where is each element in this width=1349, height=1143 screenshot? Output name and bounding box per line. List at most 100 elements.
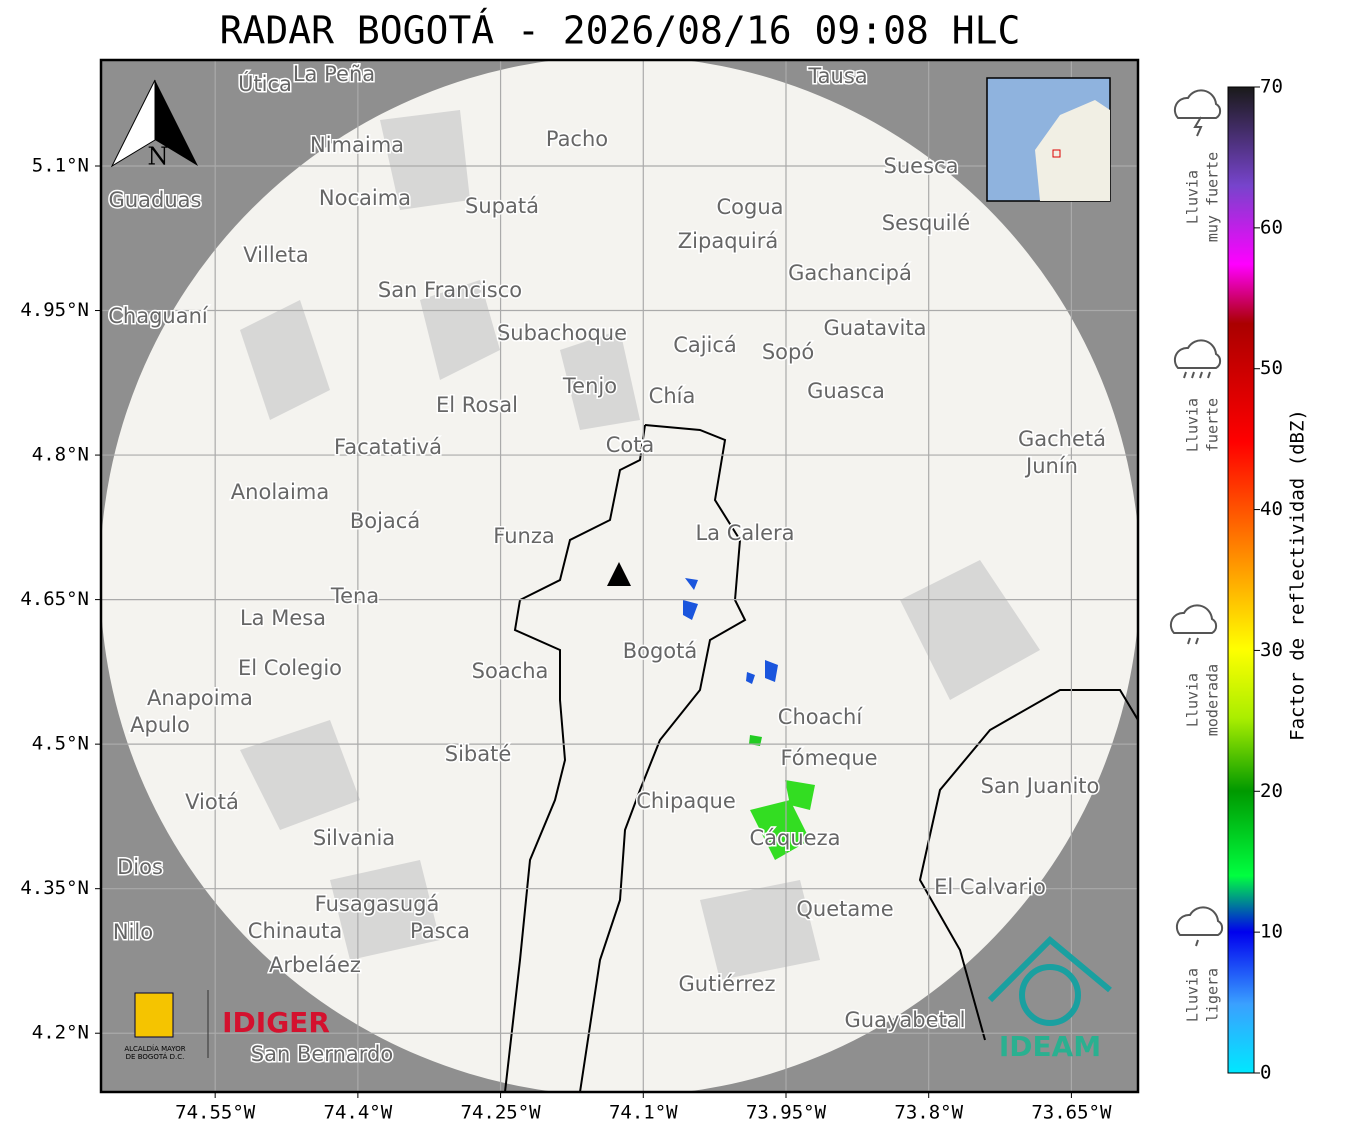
- place-label: Anapoima: [147, 686, 253, 710]
- colorbar-label: Factor de reflectividad (dBZ): [1287, 409, 1309, 741]
- ideam-roof: [987, 935, 1112, 1003]
- place-label: Chipaque: [636, 789, 736, 813]
- place-label: Viotá: [185, 790, 239, 814]
- place-label: Guaduas: [109, 188, 202, 212]
- alcaldia-text: ALCALDÍA MAYOR: [124, 1044, 185, 1053]
- place-label: Pasca: [410, 919, 470, 943]
- place-label: Quetame: [796, 897, 893, 921]
- place-label: San Francisco: [378, 278, 522, 302]
- grid: [101, 60, 1138, 1092]
- place-label: Guatavita: [824, 316, 927, 340]
- y-tick-label: 5.1°N: [32, 154, 89, 176]
- colorbar-ticks: 0 10 20 30 40 50 60 70: [1254, 76, 1283, 1084]
- place-label: Tena: [330, 584, 379, 608]
- place-label: Chinauta: [248, 919, 342, 943]
- y-tick-label: 4.5°N: [32, 733, 89, 755]
- place-label: Subachoque: [497, 321, 627, 345]
- place-label: Guasca: [807, 379, 885, 403]
- x-tick-label: 74.55°W: [175, 1102, 256, 1124]
- x-tick-label: 73.8°W: [894, 1102, 963, 1124]
- rain-category: moderada: [1204, 664, 1222, 736]
- y-tick-label: 4.65°N: [20, 588, 89, 610]
- echo: [750, 780, 815, 860]
- place-label: Choachí: [778, 705, 864, 729]
- place-label: Junín: [1024, 454, 1078, 478]
- place-label: Arbeláez: [269, 953, 361, 977]
- alcaldia-text: DE BOGOTÁ D.C.: [126, 1052, 185, 1061]
- place-label: Gachancipá: [788, 261, 912, 285]
- place-label: Nimaima: [310, 133, 404, 157]
- place-label: Gachetá: [1018, 427, 1106, 451]
- ideam-swirl: [1019, 964, 1081, 1026]
- alcaldia-shield: [134, 992, 174, 1038]
- y-tick-label: 4.8°N: [32, 444, 89, 466]
- rain-category: Lluvia: [1184, 968, 1202, 1022]
- y-tick-label: 4.35°N: [20, 877, 89, 899]
- place-label: Anolaima: [231, 480, 329, 504]
- rain-category: ligera: [1204, 968, 1222, 1022]
- place-label: Zipaquirá: [678, 229, 778, 253]
- place-label: Supatá: [465, 194, 539, 218]
- place-label: Sesquilé: [882, 211, 970, 235]
- colorbar-tick-label: 50: [1260, 357, 1283, 379]
- place-label: Cáqueza: [750, 826, 841, 850]
- place-label: Funza: [493, 524, 554, 548]
- radar-site: [607, 562, 631, 586]
- place-label: La Calera: [695, 521, 794, 545]
- place-label: Soacha: [472, 659, 549, 683]
- colorbar-tick-label: 40: [1260, 498, 1283, 520]
- place-label: Pacho: [546, 127, 608, 151]
- echo: [683, 578, 778, 684]
- colorbar-tick-label: 0: [1260, 1062, 1271, 1084]
- terrain: [240, 110, 1040, 980]
- place-label: La Mesa: [240, 606, 326, 630]
- title: RADAR BOGOTÁ - 2026/08/16 09:08 HLC: [220, 9, 1021, 53]
- colorbar-tick-label: 30: [1260, 639, 1283, 661]
- north-label: N: [148, 143, 169, 171]
- place-label: Cajicá: [673, 333, 737, 357]
- place-label: Nocaima: [319, 186, 411, 210]
- place-label: Apulo: [130, 713, 190, 737]
- place-label: Sopó: [762, 340, 814, 364]
- x-tick-label: 74.25°W: [461, 1102, 542, 1124]
- rain-category: Lluvia: [1184, 398, 1202, 452]
- echo: [749, 735, 762, 746]
- colorbar-tick-label: 10: [1260, 921, 1283, 943]
- colorbar-tick-label: 20: [1260, 780, 1283, 802]
- x-tick-label: 74.4°W: [324, 1102, 393, 1124]
- place-label: El Rosal: [436, 393, 518, 417]
- place-label: Nilo: [113, 920, 153, 944]
- boundaries: [504, 424, 1138, 1092]
- idiger-logo: IDIGER: [222, 1006, 330, 1039]
- place-label: El Calvario: [934, 875, 1046, 899]
- place-label: Villeta: [243, 243, 308, 267]
- colorbar: [1227, 86, 1255, 1074]
- place-label: Guayabetal: [845, 1008, 966, 1032]
- place-label: San Bernardo: [251, 1042, 393, 1066]
- x-tick-label: 74.1°W: [609, 1102, 678, 1124]
- place-label: Facatativá: [334, 435, 442, 459]
- place-label: Chía: [649, 384, 696, 408]
- place-label: Tenjo: [562, 374, 617, 398]
- rain-category: Lluvia: [1184, 673, 1202, 727]
- inset-land: [1035, 100, 1110, 201]
- place-label: Gutiérrez: [679, 972, 776, 996]
- y-tick-label: 4.95°N: [20, 299, 89, 321]
- place-label: Útica: [238, 71, 292, 96]
- place-label: Silvania: [313, 826, 395, 850]
- place-label: Cota: [606, 433, 655, 457]
- place-label: Bogotá: [623, 639, 698, 663]
- place-label: San Juanito: [981, 774, 1100, 798]
- place-label: Suesca: [884, 154, 959, 178]
- colorbar-tick-label: 60: [1260, 216, 1283, 238]
- place-label: Tausa: [807, 64, 867, 88]
- weather-icons: [1169, 89, 1224, 947]
- place-label: El Colegio: [238, 656, 342, 680]
- rain-category: Lluvia: [1184, 170, 1202, 224]
- place-label: Bojacá: [350, 509, 420, 533]
- y-tick-label: 4.2°N: [32, 1022, 89, 1044]
